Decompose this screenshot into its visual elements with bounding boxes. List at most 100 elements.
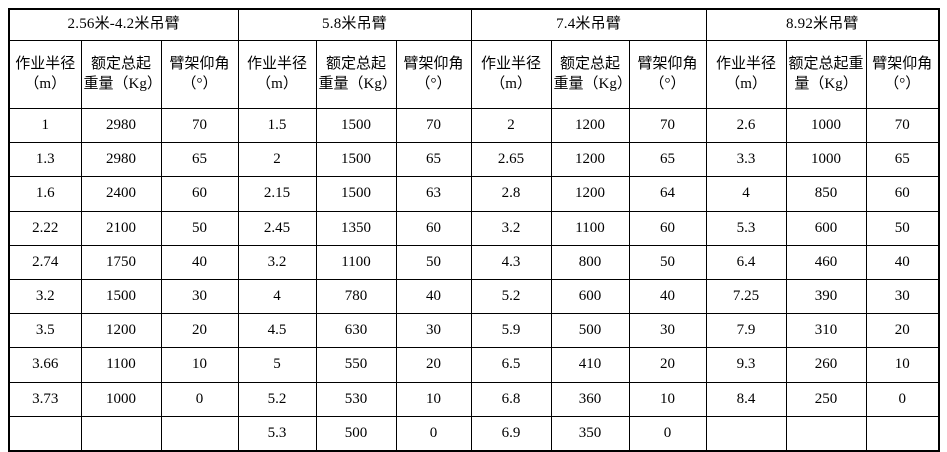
cell-radius: 4.5 bbox=[237, 313, 317, 349]
cell-angle: 40 bbox=[628, 278, 707, 315]
column-header-radius-1-line1: 作业半径 bbox=[247, 56, 308, 73]
cell-radius: 5 bbox=[237, 347, 317, 383]
cell-angle: 70 bbox=[395, 107, 472, 144]
cell-weight: 410 bbox=[550, 347, 630, 383]
cell-angle: 50 bbox=[865, 210, 940, 246]
cell-weight: 1100 bbox=[80, 347, 162, 383]
column-header-angle-0-line2: （°） bbox=[181, 75, 218, 92]
cell-radius: 6.5 bbox=[470, 347, 552, 383]
cell-weight bbox=[80, 415, 162, 452]
column-header-radius-0-line1: 作业半径 bbox=[15, 56, 76, 73]
column-header-angle-2-line1: 臂架仰角 bbox=[637, 56, 698, 73]
cell-weight: 1000 bbox=[80, 381, 162, 417]
column-header-weight-2: 额定总起 重量（Kg） bbox=[550, 40, 630, 109]
cell-angle: 10 bbox=[628, 381, 707, 417]
cell-radius: 2.15 bbox=[237, 176, 317, 212]
cell-angle: 10 bbox=[160, 347, 239, 383]
cell-angle: 20 bbox=[160, 313, 239, 349]
column-header-angle-2-line2: （°） bbox=[649, 75, 686, 92]
cell-radius: 7.25 bbox=[705, 278, 787, 315]
column-header-weight-2-line1: 额定总起 bbox=[560, 56, 621, 73]
cell-weight: 550 bbox=[315, 347, 397, 383]
column-header-radius-2: 作业半径 （m） bbox=[470, 40, 552, 109]
cell-radius: 3.2 bbox=[237, 244, 317, 280]
cell-radius: 1.5 bbox=[237, 107, 317, 144]
column-header-angle-1-line2: （°） bbox=[415, 75, 452, 92]
cell-angle: 60 bbox=[865, 176, 940, 212]
table-row: 2.22 2100 50 2.45 1350 60 3.2 1100 60 5.3 600 50 bbox=[8, 210, 940, 246]
cell-weight: 1750 bbox=[80, 244, 162, 280]
cell-angle: 10 bbox=[865, 347, 940, 383]
cell-radius: 3.2 bbox=[470, 210, 552, 246]
table-row: 3.73 1000 0 5.2 530 10 6.8 360 10 8.4 250 0 bbox=[8, 381, 940, 417]
cell-angle: 0 bbox=[628, 415, 707, 452]
cell-weight: 2980 bbox=[80, 142, 162, 178]
cell-weight: 500 bbox=[315, 415, 397, 452]
cell-angle bbox=[160, 415, 239, 452]
cell-weight: 2980 bbox=[80, 107, 162, 144]
cell-weight: 850 bbox=[785, 176, 867, 212]
column-header-radius-1-line2: （m） bbox=[256, 75, 298, 92]
column-header-weight-0-line2: 重量（Kg） bbox=[83, 75, 161, 92]
cell-angle: 70 bbox=[160, 107, 239, 144]
cell-angle: 50 bbox=[160, 210, 239, 246]
cell-angle: 60 bbox=[628, 210, 707, 246]
cell-weight: 1000 bbox=[785, 107, 867, 144]
cell-radius: 6.4 bbox=[705, 244, 787, 280]
cell-weight: 1000 bbox=[785, 142, 867, 178]
cell-angle: 30 bbox=[628, 313, 707, 349]
cell-radius: 2.74 bbox=[8, 244, 82, 280]
cell-radius: 4.3 bbox=[470, 244, 552, 280]
cell-angle: 10 bbox=[395, 381, 472, 417]
cell-radius bbox=[705, 415, 787, 452]
cell-angle: 20 bbox=[865, 313, 940, 349]
cell-radius: 6.8 bbox=[470, 381, 552, 417]
cell-angle: 63 bbox=[395, 176, 472, 212]
cell-radius: 1 bbox=[8, 107, 82, 144]
cell-angle: 50 bbox=[395, 244, 472, 280]
column-header-angle-0: 臂架仰角 （°） bbox=[160, 40, 239, 109]
cell-weight: 1200 bbox=[550, 107, 630, 144]
cell-radius: 3.3 bbox=[705, 142, 787, 178]
cell-angle: 30 bbox=[395, 313, 472, 349]
cell-weight: 530 bbox=[315, 381, 397, 417]
cell-radius: 4 bbox=[237, 278, 317, 315]
column-header-radius-3-line2: （m） bbox=[725, 75, 767, 92]
cell-weight: 2100 bbox=[80, 210, 162, 246]
cell-weight: 1100 bbox=[315, 244, 397, 280]
cell-radius: 5.2 bbox=[237, 381, 317, 417]
column-header-radius-2-line2: （m） bbox=[490, 75, 532, 92]
column-header-weight-3-line1: 额定总起重 bbox=[788, 56, 864, 73]
cell-weight: 310 bbox=[785, 313, 867, 349]
cell-angle: 65 bbox=[865, 142, 940, 178]
table-row: 5.3 500 0 6.9 350 0 bbox=[8, 415, 940, 452]
cell-weight: 350 bbox=[550, 415, 630, 452]
column-header-weight-0-line1: 额定总起 bbox=[90, 56, 151, 73]
column-header-radius-3: 作业半径 （m） bbox=[705, 40, 787, 109]
column-header-weight-2-line2: 重量（Kg） bbox=[553, 75, 630, 92]
cell-angle: 60 bbox=[395, 210, 472, 246]
load-chart-container: 2.56米-4.2米吊臂 5.8米吊臂 7.4米吊臂 8.92米吊臂 作业半径 … bbox=[8, 8, 941, 452]
cell-angle: 70 bbox=[865, 107, 940, 144]
cell-radius: 5.3 bbox=[705, 210, 787, 246]
cell-radius: 2 bbox=[470, 107, 552, 144]
group-title-row: 2.56米-4.2米吊臂 5.8米吊臂 7.4米吊臂 8.92米吊臂 bbox=[8, 8, 940, 41]
table-row: 2.74 1750 40 3.2 1100 50 4.3 800 50 6.4 460 40 bbox=[8, 244, 940, 280]
crane-load-chart-table: 2.56米-4.2米吊臂 5.8米吊臂 7.4米吊臂 8.92米吊臂 作业半径 … bbox=[8, 8, 941, 452]
cell-weight: 1350 bbox=[315, 210, 397, 246]
cell-angle: 70 bbox=[628, 107, 707, 144]
cell-radius: 2.22 bbox=[8, 210, 82, 246]
cell-radius: 1.3 bbox=[8, 142, 82, 178]
column-header-angle-3-line1: 臂架仰角 bbox=[872, 56, 933, 73]
column-header-angle-3: 臂架仰角 （°） bbox=[865, 40, 940, 109]
cell-weight: 250 bbox=[785, 381, 867, 417]
group-title-3: 8.92米吊臂 bbox=[705, 8, 940, 41]
cell-radius: 8.4 bbox=[705, 381, 787, 417]
cell-radius: 5.9 bbox=[470, 313, 552, 349]
cell-radius: 3.73 bbox=[8, 381, 82, 417]
cell-radius: 2 bbox=[237, 142, 317, 178]
column-header-radius-1: 作业半径 （m） bbox=[237, 40, 317, 109]
table-row: 1.3 2980 65 2 1500 65 2.65 1200 65 3.3 1000 65 bbox=[8, 142, 940, 178]
column-header-angle-2: 臂架仰角 （°） bbox=[628, 40, 707, 109]
cell-radius: 5.2 bbox=[470, 278, 552, 315]
